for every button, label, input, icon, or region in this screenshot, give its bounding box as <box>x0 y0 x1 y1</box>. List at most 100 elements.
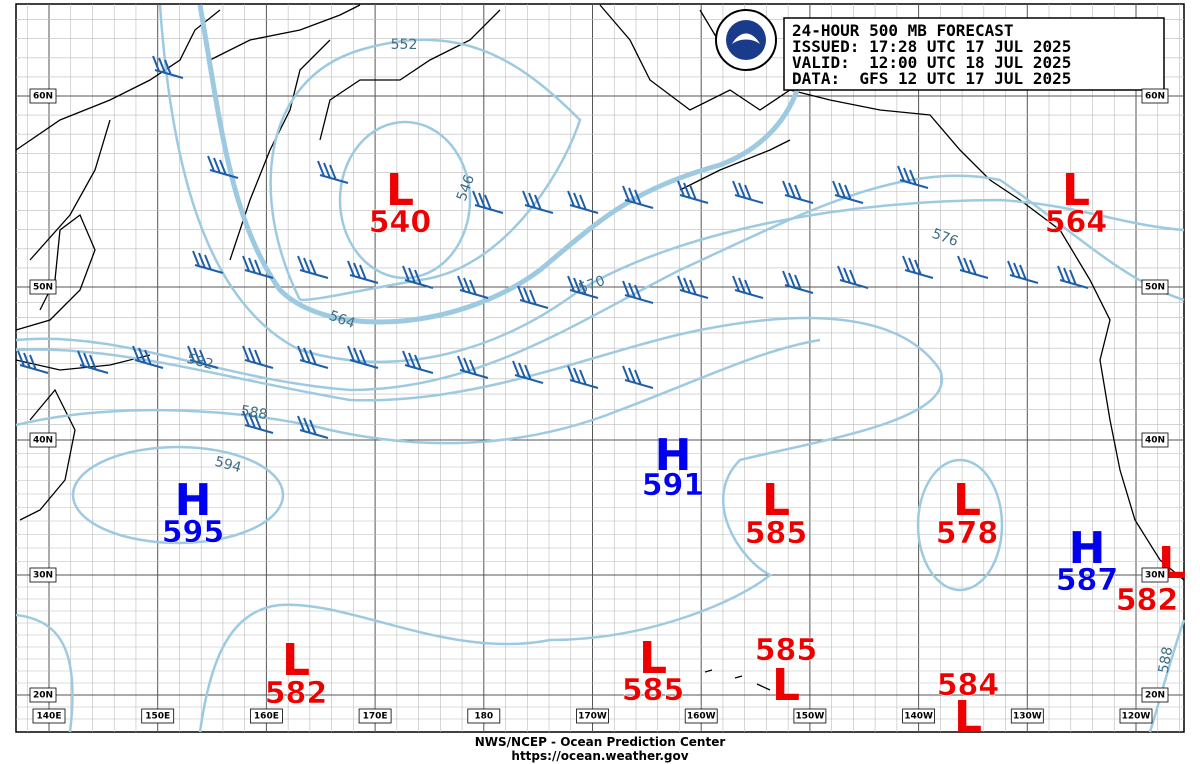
wind-barb <box>677 275 709 299</box>
wind-barb <box>457 355 489 379</box>
hawaii <box>704 669 771 691</box>
center-letter: L <box>954 692 982 743</box>
label-box <box>902 708 935 724</box>
wind-barb <box>517 285 549 309</box>
center-letter: L <box>762 475 790 526</box>
wind-barb <box>347 260 379 284</box>
label-box <box>1141 88 1169 104</box>
label-box <box>29 432 57 448</box>
coordinate-label: 20N <box>33 691 53 701</box>
wind-barb <box>242 410 274 434</box>
center-value: 582 <box>265 676 328 711</box>
label-box <box>29 279 57 295</box>
wind-barb <box>732 180 764 204</box>
coordinate-label: 170E <box>363 712 388 722</box>
center-value: 540 <box>369 205 432 240</box>
wind-barb <box>1007 260 1039 284</box>
label-box <box>29 88 57 104</box>
center-value: 585 <box>622 673 685 708</box>
info-line: ISSUED: 17:28 UTC 17 JUL 2025 <box>792 37 1071 56</box>
wind-barb <box>77 350 109 374</box>
wind-barb <box>567 190 599 214</box>
label-box <box>1119 708 1153 724</box>
wind-barb <box>457 275 489 299</box>
coordinate-label: 140W <box>904 712 933 722</box>
label-box <box>793 708 827 724</box>
center-value: 587 <box>1056 563 1119 598</box>
contour-label: 552 <box>391 37 418 53</box>
wind-barb <box>347 345 379 369</box>
coordinate-label: 150E <box>145 712 170 722</box>
coordinate-label: 30N <box>33 571 53 581</box>
center-value: 585 <box>745 516 808 551</box>
coordinate-label: 160W <box>687 712 716 722</box>
wind-barb <box>152 55 184 79</box>
coordinate-label: 160E <box>254 712 279 722</box>
wind-barb <box>132 345 164 369</box>
coordinate-label: 180 <box>474 712 493 722</box>
contour <box>269 38 582 302</box>
contour <box>15 613 1186 733</box>
coordinate-label: 40N <box>33 436 53 446</box>
wind-barb <box>677 180 709 204</box>
wind-barb <box>782 270 814 294</box>
contour <box>15 316 944 733</box>
coordinate-label: 20N <box>1145 691 1165 701</box>
info-box: 24-HOUR 500 MB FORECAST ISSUED: 17:28 UT… <box>783 17 1165 91</box>
label-box <box>467 708 501 724</box>
wind-barb <box>187 345 219 369</box>
info-line: VALID: 12:00 UTC 18 JUL 2025 <box>792 53 1071 72</box>
wind-barb <box>732 275 764 299</box>
center-value: 582 <box>1116 583 1179 618</box>
contour-564 <box>197 4 803 325</box>
contour <box>15 174 1185 392</box>
wind-barb <box>297 255 329 279</box>
contour <box>15 338 821 445</box>
wind-barb <box>207 155 239 179</box>
wind-barb <box>402 350 434 374</box>
coordinate-label: 130W <box>1013 712 1042 722</box>
coordinate-labels: 60N 60N 50N 50N 40N 40N 30N 30N 20N 20N 140E 150E 16… <box>29 88 1169 724</box>
center-letter: L <box>953 475 981 526</box>
wind-barb <box>567 275 599 299</box>
contour-label: 594 <box>213 454 243 476</box>
coordinate-label: 60N <box>1145 92 1165 102</box>
wind-barb <box>242 345 274 369</box>
wind-barb <box>192 250 224 274</box>
height-contours <box>15 4 1186 733</box>
wind-barb <box>317 160 349 184</box>
label-box <box>29 687 57 703</box>
asia-coast <box>15 9 221 521</box>
wind-barb <box>402 265 434 289</box>
label-box <box>358 708 392 724</box>
footer-url: https://ocean.weather.gov <box>511 749 688 763</box>
coordinate-label: 40N <box>1145 436 1165 446</box>
wind-barb <box>242 255 274 279</box>
wind-barb <box>472 190 504 214</box>
wind-barb <box>832 180 864 204</box>
contour <box>71 445 285 545</box>
center-value: 585 <box>755 633 818 668</box>
label-box <box>1141 687 1169 703</box>
kamchatka-coast <box>209 4 501 261</box>
label-box <box>576 708 609 724</box>
wind-barb <box>897 165 929 189</box>
noaa-logo <box>715 9 777 71</box>
wind-barb <box>622 185 654 209</box>
label-box <box>141 708 175 724</box>
label-box <box>1010 708 1044 724</box>
info-line: DATA: GFS 12 UTC 17 JUL 2025 <box>792 69 1071 88</box>
coordinate-label: 50N <box>1145 283 1165 293</box>
footer-agency: NWS/NCEP - Ocean Prediction Center <box>475 735 726 749</box>
coordinate-label: 50N <box>33 283 53 293</box>
center-value: 584 <box>937 668 1000 703</box>
label-box <box>29 567 57 583</box>
label-box <box>684 708 718 724</box>
label-box <box>1141 567 1169 583</box>
center-letter: L <box>639 633 667 684</box>
coordinate-label: 120W <box>1122 712 1151 722</box>
wind-barb <box>297 345 329 369</box>
